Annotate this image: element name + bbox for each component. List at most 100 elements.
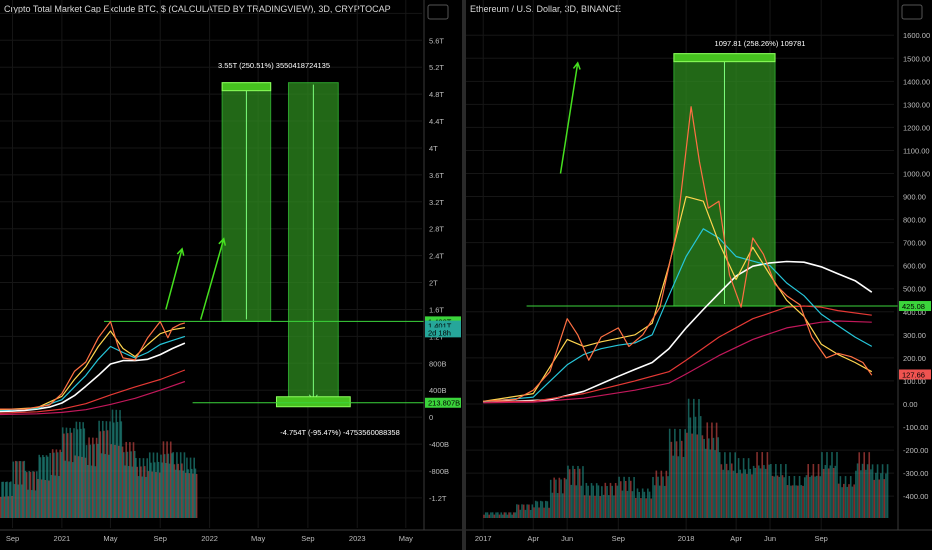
- right-series-line-3: [483, 228, 873, 403]
- left-y-tick-label: 1.6T: [429, 305, 444, 314]
- right-volume-bar: [587, 485, 589, 518]
- right-x-tick-label: 2017: [475, 534, 492, 543]
- right-volume-bar: [607, 495, 610, 518]
- left-volume-bar: [110, 444, 113, 518]
- left-volume-bar: [116, 421, 119, 518]
- right-y-tick-label: 100.00: [903, 377, 926, 386]
- right-chart-canvas[interactable]: 1097.81 (258.26%) 109781 1600.00 1500.00 14…: [466, 0, 932, 550]
- right-volume-bar: [708, 438, 710, 518]
- right-volume-bar: [725, 463, 728, 518]
- left-y-tick-label: 4.4T: [429, 117, 444, 126]
- right-volume-bar: [645, 498, 647, 518]
- right-volume-bar: [538, 507, 540, 518]
- right-chart-pane[interactable]: Ethereum / U.S. Dollar, 3D, BINANCE 1097…: [466, 0, 932, 550]
- left-volume-bar: [169, 441, 172, 518]
- left-x-axis[interactable]: Sep 2021 May Sep 2022 May Sep 2023 May: [0, 529, 462, 543]
- left-currency-badge-box[interactable]: [427, 4, 449, 20]
- right-volume-bar: [780, 464, 782, 518]
- left-volume-bar: [129, 442, 131, 518]
- left-volume-bar: [99, 431, 102, 518]
- right-volume-bar: [741, 473, 743, 518]
- right-volume-bar: [522, 504, 525, 518]
- right-volume-bar: [539, 500, 542, 518]
- right-volume-bar: [677, 456, 680, 518]
- right-x-tick-label: Sep: [612, 534, 625, 543]
- right-volume-bar: [805, 475, 808, 518]
- right-volume-bar: [594, 495, 596, 518]
- right-volume-bar: [827, 468, 830, 518]
- left-volume-bar: [143, 466, 146, 518]
- right-volume-bar: [601, 486, 603, 518]
- right-volume-bar: [768, 464, 770, 518]
- left-price-tag-label: 2d 18h: [428, 328, 451, 337]
- right-y-tick-label: 900.00: [903, 193, 926, 202]
- left-y-axis[interactable]: 6T5.6T5.2T4.8T4.4T4T3.6T3.2T2.8T2.4T2T1.…: [423, 0, 462, 550]
- right-volume-bar: [633, 477, 635, 518]
- left-chart-pane[interactable]: Crypto Total Market Cap Exclude BTC, $ (…: [0, 0, 462, 550]
- right-volume-bar: [614, 483, 617, 518]
- left-volume-bar: [131, 466, 134, 518]
- right-range-0[interactable]: [673, 53, 776, 307]
- left-volume-bar: [189, 457, 192, 518]
- right-y-axis[interactable]: 1600.00 1500.00 1400.00 1300.00 1200.00 1100.…: [897, 0, 932, 550]
- right-volume-bar: [497, 512, 499, 518]
- right-volume-bar: [618, 476, 620, 518]
- right-series-line-4: [483, 196, 873, 402]
- right-volume-bar: [775, 464, 777, 518]
- left-range-0[interactable]: [221, 82, 272, 322]
- left-forecast-arrow-1[interactable]: [199, 237, 227, 320]
- left-currency-badge[interactable]: [427, 4, 449, 20]
- right-volume-bar: [819, 476, 822, 518]
- right-volume-bar: [878, 479, 881, 518]
- right-forecast-arrow-0[interactable]: [559, 61, 581, 174]
- right-volume-bar: [704, 448, 707, 518]
- right-volume-bar: [706, 422, 709, 518]
- left-x-tick-label: Sep: [301, 534, 314, 543]
- right-volume-bar: [561, 493, 564, 518]
- right-x-tick-label: Sep: [815, 534, 828, 543]
- left-volume-bar: [194, 468, 197, 518]
- left-volume-bar: [137, 476, 140, 518]
- right-volume-bar: [756, 452, 758, 518]
- right-volume-bar: [730, 463, 733, 518]
- right-volume-bar: [521, 504, 523, 518]
- right-volume-bar: [841, 487, 843, 518]
- right-x-tick-label: Apr: [527, 534, 539, 543]
- right-volume-bar: [849, 476, 852, 518]
- right-volume-bar: [541, 501, 544, 518]
- right-volume-bar: [832, 468, 835, 518]
- right-volume-bar: [638, 491, 641, 518]
- right-volume-bar: [809, 476, 811, 518]
- right-volume-bar: [597, 485, 600, 518]
- right-volume-bar: [732, 470, 735, 518]
- left-volume-bar: [64, 460, 67, 518]
- left-volume-bar: [162, 441, 165, 518]
- right-y-tick-label: 400.00: [903, 308, 926, 317]
- left-volume-bar: [147, 471, 150, 518]
- left-y-tick-label: 800B: [429, 359, 447, 368]
- left-volume-bar: [161, 462, 164, 518]
- right-currency-badge[interactable]: [901, 4, 923, 20]
- right-y-tick-label: -100.00: [903, 423, 928, 432]
- left-volume-bar: [77, 456, 80, 518]
- left-forecast-arrow-0[interactable]: [165, 247, 185, 310]
- right-volume-bar: [701, 435, 704, 518]
- left-volume-bar: [135, 457, 137, 518]
- left-volume-bar: [109, 421, 111, 518]
- right-y-tick-label: 0.00: [903, 400, 918, 409]
- right-currency-badge-box[interactable]: [901, 4, 923, 20]
- left-volume-bar: [121, 446, 124, 518]
- right-volume-bar: [505, 512, 507, 518]
- right-volume-bar: [508, 512, 510, 518]
- right-volume-bar: [831, 452, 833, 518]
- left-chart-canvas[interactable]: 3.55T (250.51%) 3550418724135 -4.754T (-9…: [0, 0, 462, 550]
- left-range-1[interactable]: [275, 82, 351, 408]
- pane-divider[interactable]: [462, 0, 466, 550]
- right-volume-bar: [573, 469, 576, 518]
- right-price-tag: 127.66: [899, 369, 931, 380]
- right-volume-bar: [868, 452, 871, 518]
- right-volume-bar: [752, 465, 755, 518]
- right-x-axis[interactable]: 2017 Apr Jun Sep 2018 Apr Jun Sep: [466, 529, 932, 543]
- right-volume-bar: [534, 500, 537, 518]
- right-volume-bar: [493, 514, 496, 518]
